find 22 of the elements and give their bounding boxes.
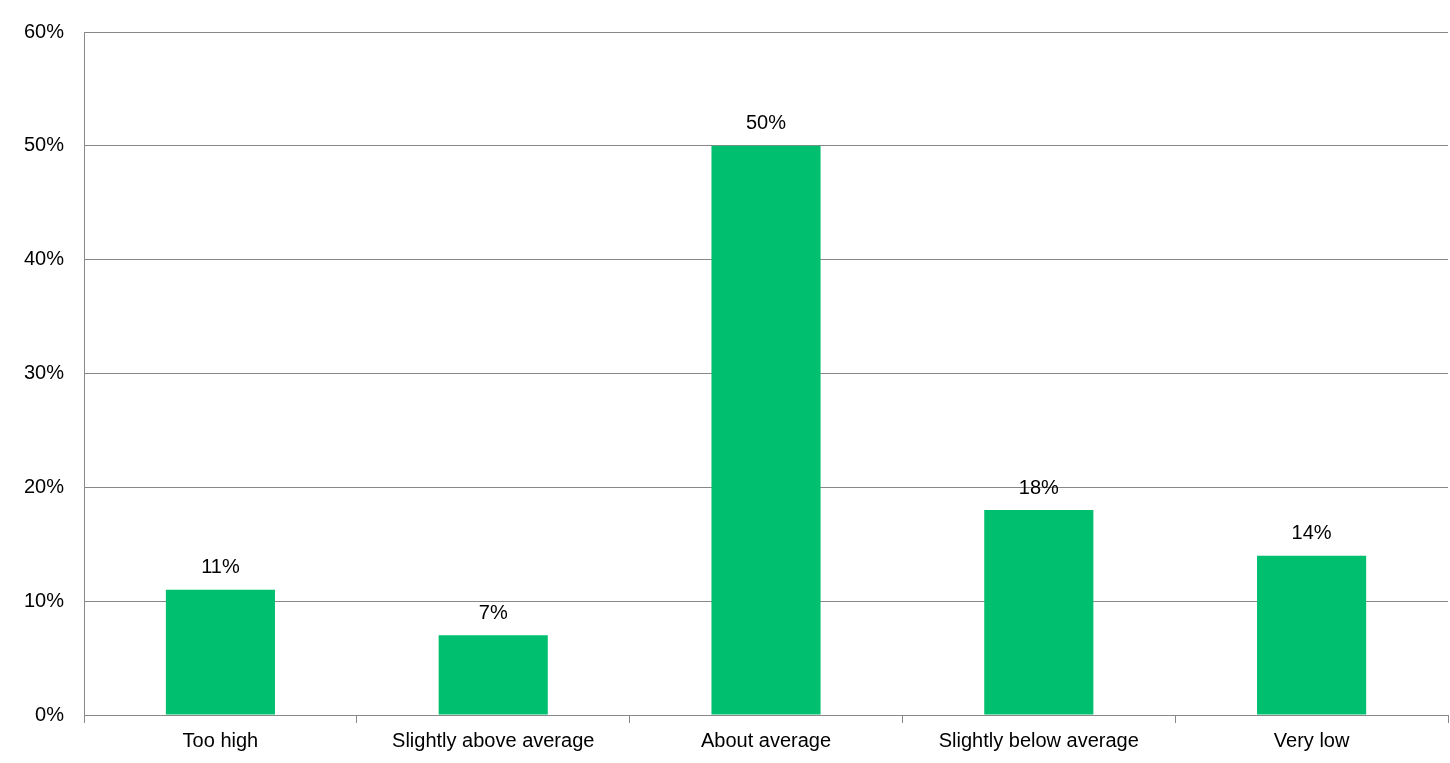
y-tick-label: 60% [24, 19, 65, 42]
x-tick-label: About average [700, 728, 832, 751]
x-tick-label: Slightly below average [938, 728, 1139, 751]
x-tick-label: Too high [182, 728, 259, 751]
data-label: 18% [1018, 475, 1060, 498]
bar [165, 589, 275, 715]
y-tick-label: 20% [24, 474, 65, 497]
y-tick-label: 40% [24, 247, 65, 270]
y-tick-label: 10% [24, 588, 65, 611]
bar [1257, 555, 1367, 715]
data-label: 11% [201, 555, 240, 578]
x-tick-label: Slightly above average [392, 728, 595, 751]
bar [711, 145, 821, 715]
data-label: 14% [1291, 521, 1332, 544]
y-tick-label: 50% [24, 133, 65, 156]
bar [438, 635, 548, 715]
bar [984, 510, 1094, 715]
data-label: 7% [478, 600, 508, 623]
y-tick-label: 30% [24, 361, 65, 384]
data-label: 50% [746, 111, 787, 134]
x-tick-label: Very low [1273, 728, 1350, 751]
y-tick-label: 0% [35, 702, 65, 725]
